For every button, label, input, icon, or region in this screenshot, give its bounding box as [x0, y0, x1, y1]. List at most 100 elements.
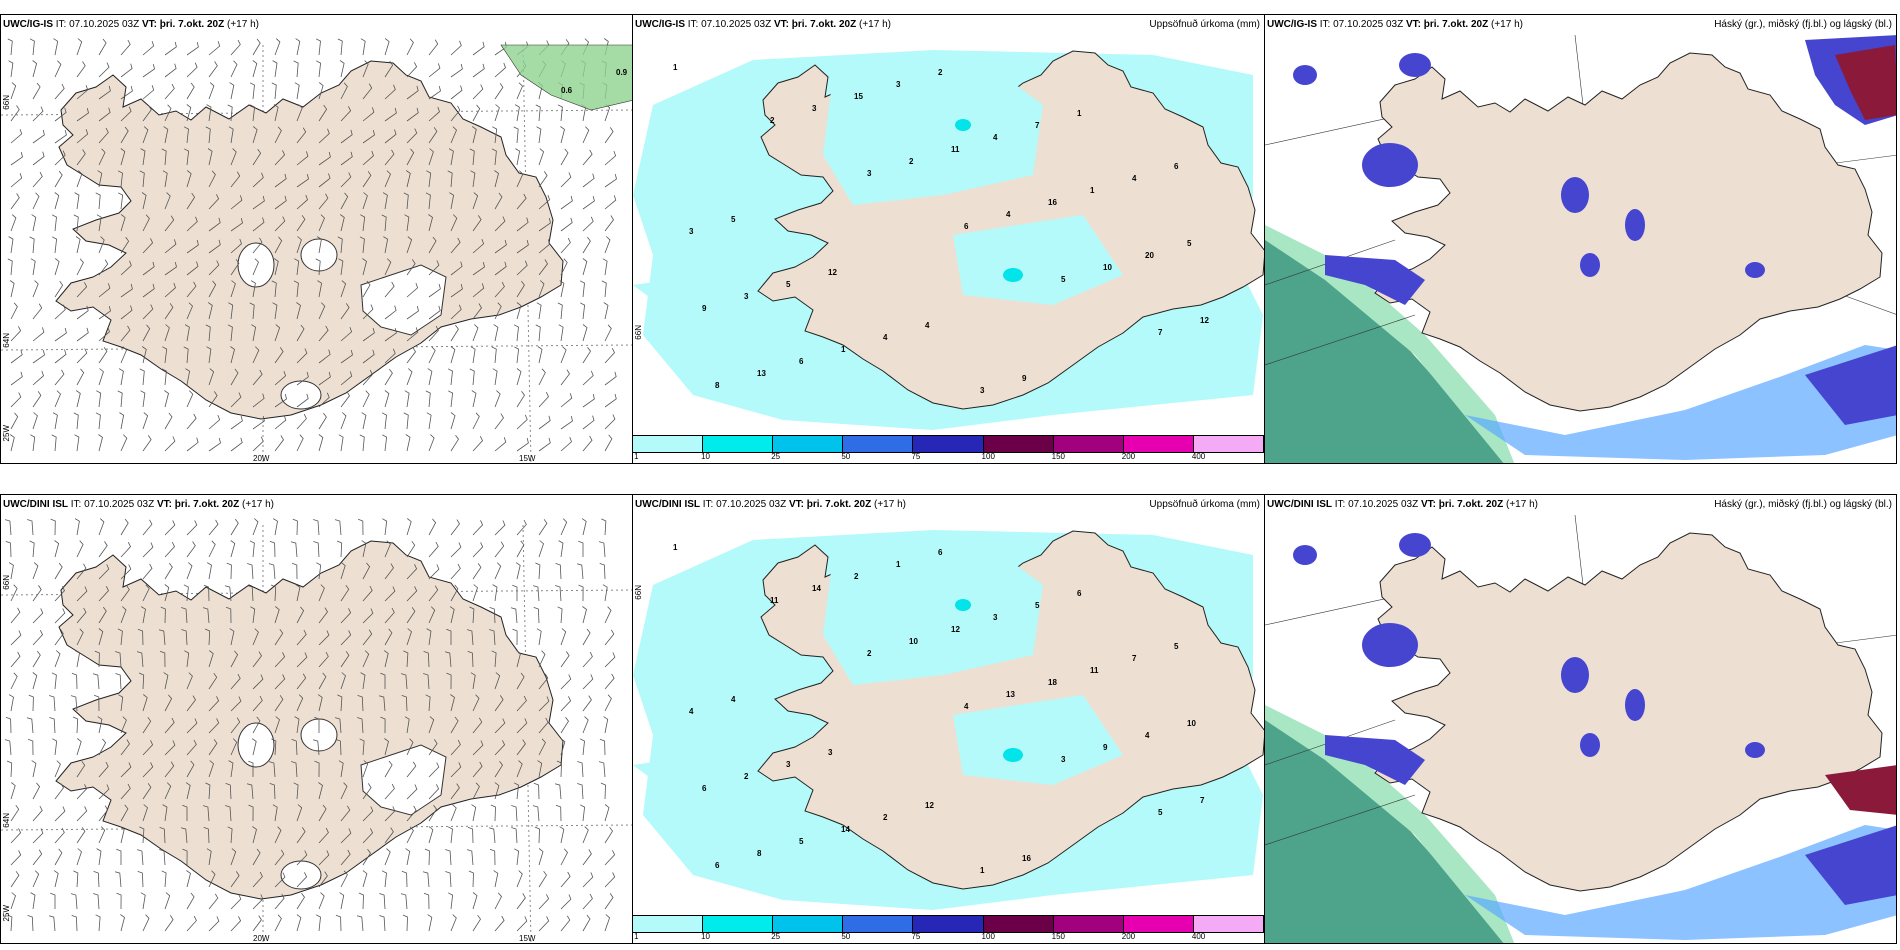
wind-barb	[467, 826, 474, 844]
wind-barb	[318, 82, 324, 100]
wind-barb	[186, 302, 193, 320]
wind-barb	[338, 760, 344, 778]
wind-barb	[10, 850, 22, 866]
wind-barb	[163, 672, 169, 690]
wind-barb	[469, 148, 475, 166]
glacier	[237, 722, 275, 768]
wind-barb	[427, 914, 433, 932]
wind-barb	[600, 782, 606, 800]
wind-barb	[32, 370, 44, 386]
wind-barb	[230, 650, 239, 668]
colorbar-tick-label: 75	[911, 932, 921, 941]
wind-barb	[208, 170, 216, 188]
wind-barb	[186, 413, 197, 430]
wind-barb	[164, 740, 176, 756]
wind-barb	[30, 892, 36, 910]
station-value: 2	[909, 157, 914, 166]
wind-barb	[76, 848, 82, 866]
wind-barb	[579, 738, 585, 756]
wind-barb	[142, 324, 151, 342]
wind-barb	[382, 518, 388, 536]
wind-barb	[314, 716, 320, 733]
wind-barb	[538, 848, 544, 866]
wind-barb	[208, 540, 216, 558]
wind-barb	[225, 783, 232, 800]
colorbar-tick-label: 1	[634, 452, 639, 461]
mid-cloud-patch	[1561, 177, 1589, 213]
wind-barb	[76, 368, 85, 386]
wind-barb	[428, 305, 441, 320]
wind-barb	[32, 82, 41, 100]
colorbar-swatch	[843, 916, 914, 932]
wind-barb	[533, 607, 540, 624]
wind-barb	[252, 518, 259, 536]
wind-barb	[32, 129, 45, 144]
wind-barb	[604, 914, 611, 932]
wind-barb	[4, 519, 12, 536]
wind-barb	[423, 651, 430, 668]
wind-barb	[538, 218, 551, 232]
wind-barb	[31, 760, 37, 778]
wind-barb	[205, 782, 211, 800]
wind-barb	[32, 805, 43, 822]
wind-barb	[428, 260, 440, 276]
wind-barb	[318, 892, 325, 910]
station-value: 3	[744, 292, 749, 301]
colorbar-swatch	[773, 916, 844, 932]
wind-barb	[98, 564, 110, 580]
wind-barb	[340, 849, 351, 866]
wind-barb	[340, 630, 352, 646]
wind-barb	[186, 718, 198, 734]
wind-barb	[208, 438, 221, 452]
wind-barb	[557, 302, 563, 320]
wind-barb	[384, 390, 390, 408]
wind-barb	[339, 892, 345, 910]
wind-barb	[274, 435, 284, 452]
wind-barb	[76, 540, 84, 558]
wind-barb	[98, 368, 104, 386]
panel-header: UWC/DINI ISL IT: 07.10.2025 03Z VT: þri.…	[635, 499, 906, 510]
wind-barb	[185, 368, 191, 386]
wind-barb	[120, 739, 130, 756]
wind-barb	[494, 915, 505, 932]
wind-barb	[224, 585, 232, 602]
wind-barb	[472, 412, 480, 430]
it-value: 07.10.2025 03Z	[1333, 19, 1404, 30]
wind-barb	[186, 739, 197, 756]
wind-barb	[556, 760, 562, 778]
station-value: 3	[993, 613, 998, 622]
wind-barb	[449, 606, 455, 624]
wind-barb	[164, 761, 175, 778]
wind-barb	[538, 519, 548, 536]
wind-barb	[32, 151, 45, 166]
wind-barb	[273, 104, 279, 122]
wind-barb	[338, 434, 344, 452]
wind-barb	[269, 783, 276, 800]
wind-barb	[9, 280, 15, 298]
wind-barb	[516, 368, 522, 386]
panel-header: UWC/IG-IS IT: 07.10.2025 03Z VT: þri. 7.…	[3, 19, 259, 30]
wind-barb	[318, 128, 330, 144]
wind-barb	[98, 434, 103, 452]
wind-barb	[181, 629, 188, 646]
wind-barb	[118, 694, 124, 712]
wind-barb	[208, 194, 220, 210]
wind-barb	[71, 672, 78, 690]
mid-cloud-patch	[1362, 623, 1418, 667]
station-value: 7	[1158, 328, 1163, 337]
station-value: 6	[938, 548, 943, 557]
wind-barb	[535, 104, 541, 122]
wind-barb	[186, 62, 198, 78]
wind-barb	[248, 804, 254, 822]
wind-barb	[10, 214, 17, 232]
wind-barb	[120, 39, 131, 56]
it-value: 07.10.2025 03Z	[69, 19, 140, 30]
wind-barb	[53, 870, 59, 888]
colorbar-swatch	[983, 436, 1054, 452]
wind-barb	[252, 695, 263, 712]
station-value: 2	[744, 772, 749, 781]
colorbar-tick-label: 400	[1191, 932, 1206, 941]
wind-barb	[604, 606, 612, 624]
wind-barb	[10, 782, 16, 800]
wind-barb	[10, 412, 19, 430]
